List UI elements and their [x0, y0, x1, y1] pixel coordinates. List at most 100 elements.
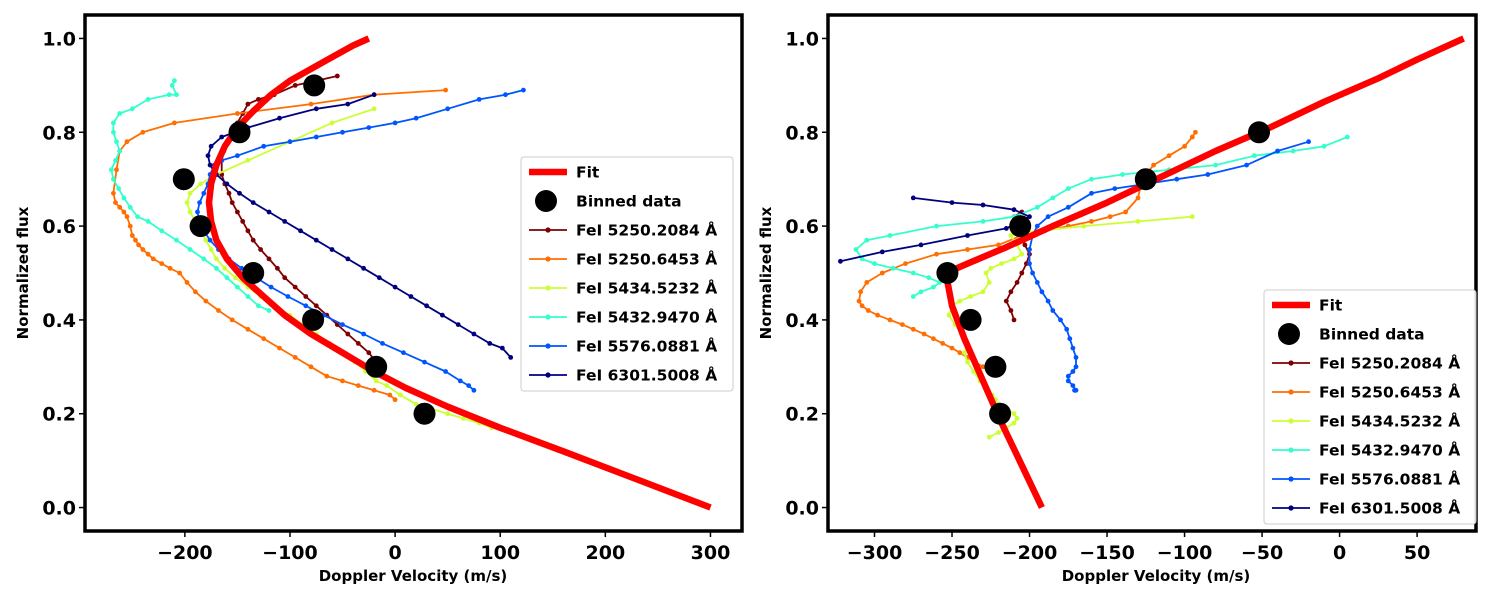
series-point: [392, 397, 398, 403]
series-point: [457, 378, 463, 384]
series-point: [398, 392, 403, 398]
series-point: [208, 143, 214, 149]
series-point: [111, 190, 116, 196]
series-point: [266, 209, 272, 215]
series-point: [166, 92, 172, 98]
legend-label: FeI 5250.2084 Å: [576, 221, 717, 240]
binned-point: [242, 262, 265, 284]
series-point: [245, 294, 251, 299]
series-point: [224, 275, 230, 281]
series-point: [313, 134, 319, 140]
series-point: [980, 364, 986, 370]
series-point: [392, 284, 398, 290]
series-point: [1120, 172, 1125, 177]
x-tick-label: −50: [1241, 542, 1283, 564]
series-point: [376, 275, 382, 281]
series-point: [308, 101, 314, 107]
series-point: [1045, 214, 1051, 220]
series-path: [855, 136, 1348, 298]
series-point: [371, 387, 377, 393]
series-point: [245, 326, 251, 332]
series-point: [340, 378, 345, 384]
series-point: [308, 364, 314, 370]
legend-marker: [1288, 505, 1294, 511]
series-point: [986, 280, 992, 285]
series-point: [1089, 219, 1094, 224]
series-point: [1123, 209, 1128, 215]
series-point: [1008, 233, 1014, 238]
legend-marker: [545, 227, 551, 233]
series-point: [838, 258, 843, 264]
series-point: [124, 214, 130, 220]
legend-label: Binned data: [576, 193, 682, 211]
series-point: [980, 289, 986, 295]
series-point: [466, 383, 472, 388]
series-point: [392, 120, 398, 126]
series-point: [858, 289, 863, 295]
series-point: [140, 129, 146, 135]
series-point: [108, 167, 114, 173]
series-point: [1275, 148, 1280, 154]
series-point: [275, 265, 280, 271]
series-point: [1011, 411, 1017, 417]
legend-frame: [520, 156, 734, 392]
series-point: [940, 341, 946, 346]
series-point: [487, 341, 493, 346]
series-point: [445, 411, 451, 417]
series-point: [285, 294, 291, 299]
series-point: [184, 200, 190, 206]
series-point: [129, 233, 135, 238]
binned-point: [303, 74, 326, 97]
series-point: [1112, 186, 1118, 192]
binned-point: [172, 168, 195, 191]
series-point: [1065, 204, 1071, 210]
series-point: [903, 261, 908, 266]
series-point: [114, 167, 119, 173]
series-point: [198, 181, 204, 187]
series-point: [508, 355, 514, 360]
series-point: [962, 350, 967, 356]
series-point: [499, 345, 505, 351]
binned-point: [1009, 215, 1032, 238]
series-point: [135, 214, 141, 220]
series-point: [235, 209, 240, 215]
series-point: [931, 284, 936, 290]
fit-curve: [205, 35, 712, 511]
series-point: [266, 256, 272, 262]
legend-label: Binned data: [1319, 326, 1425, 344]
series-point: [879, 249, 885, 255]
series-point: [292, 83, 298, 88]
series-point: [1019, 270, 1025, 276]
series-point: [988, 265, 994, 271]
legend-marker: [545, 343, 551, 349]
legend-marker: [1288, 418, 1294, 424]
series-point: [232, 275, 238, 281]
series-point: [1189, 214, 1195, 220]
series-point: [1067, 336, 1073, 342]
binned-point: [189, 215, 212, 238]
series-point: [208, 247, 214, 252]
legend-label: FeI 5576.0881 Å: [576, 337, 717, 356]
series-point: [121, 195, 127, 201]
series-point: [282, 219, 288, 224]
series-point: [875, 312, 880, 318]
y-tick-label: 0.2: [785, 404, 819, 426]
legend-marker: [545, 314, 551, 320]
series-line: [108, 78, 272, 313]
series-point: [340, 322, 345, 327]
x-tick-label: 200: [586, 542, 626, 564]
series-point: [380, 341, 385, 346]
x-tick-label: −200: [157, 542, 213, 564]
series-point: [996, 242, 1001, 248]
series-point: [1072, 387, 1077, 393]
legend-marker: [535, 190, 557, 212]
series-point: [229, 200, 235, 206]
binned-point: [228, 121, 251, 144]
series-point: [999, 261, 1004, 266]
series-point: [201, 256, 207, 262]
series-point: [237, 190, 242, 196]
series-point: [345, 101, 351, 107]
series-point: [150, 256, 156, 262]
series-point: [1189, 134, 1195, 140]
legend-marker: [545, 256, 551, 262]
